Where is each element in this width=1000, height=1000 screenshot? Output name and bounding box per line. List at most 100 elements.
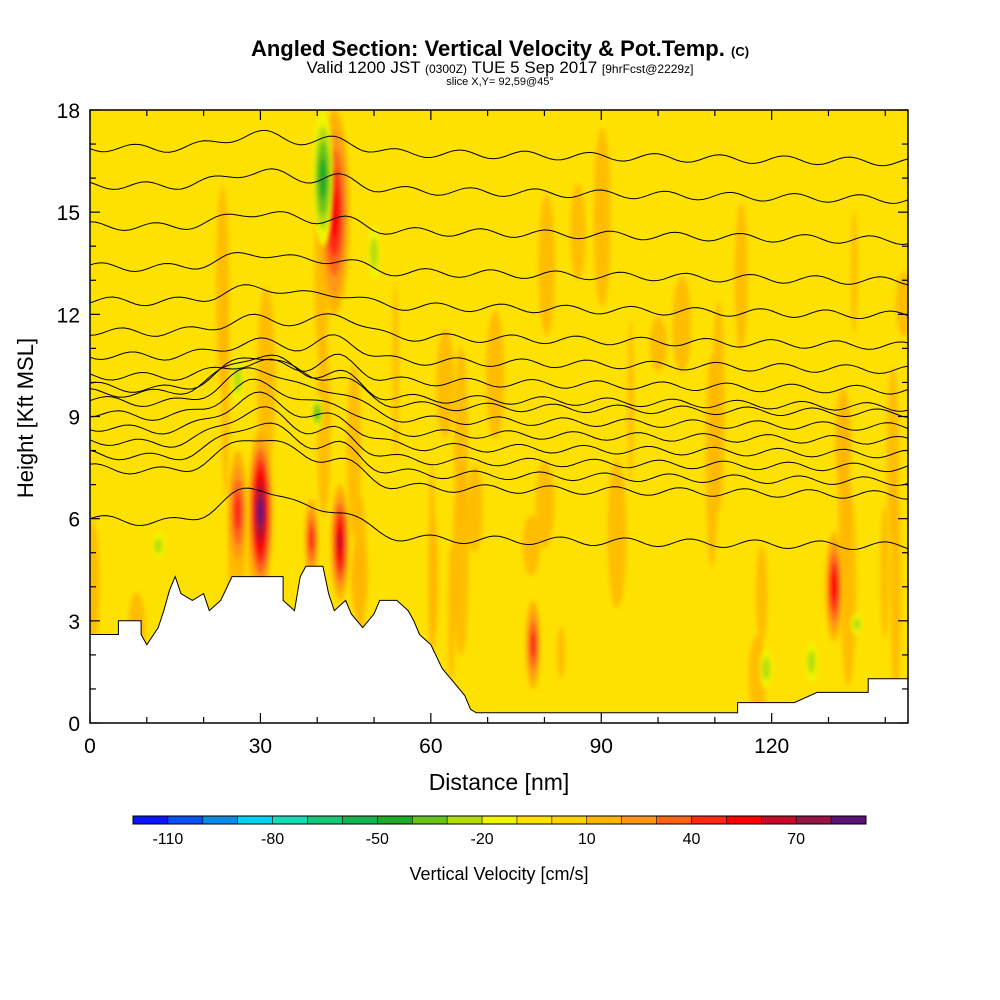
updraft-core-level: [831, 573, 838, 601]
subtitle-date: TUE 5 Sep 2017: [471, 58, 598, 77]
colorbar-swatch: [133, 816, 169, 824]
downdraft-core-level: [154, 538, 162, 554]
weak-updraft-streak: [895, 271, 908, 337]
colorbar-swatch: [342, 816, 378, 824]
weak-updraft-streak: [485, 310, 505, 440]
y-tick-label: 9: [68, 407, 80, 430]
colorbar-frame: [132, 815, 867, 825]
updraft-core: [304, 498, 319, 580]
isentrope-line: [90, 354, 908, 412]
downdraft-core: [850, 614, 863, 635]
isentrope-line: [90, 367, 908, 431]
isentrope-line: [90, 353, 908, 395]
chart-title-unit: (C): [731, 44, 750, 59]
colorbar-swatch: [377, 816, 413, 824]
isentrope-line: [90, 284, 908, 320]
colorbar-swatch: [167, 816, 204, 824]
y-axis-label: Height [Kft MSL]: [13, 338, 38, 498]
terrain: [90, 565, 908, 723]
isentrope-line: [90, 439, 908, 500]
weak-updraft-streak: [535, 461, 555, 548]
colorbar: -110 -80 -50 -20 10 40 70: [132, 815, 867, 848]
subtitle-valid: Valid 1200 JST: [306, 58, 421, 77]
weak-updraft-streak: [316, 336, 331, 518]
isentrope-line: [90, 391, 908, 459]
weak-updraft-streak: [570, 183, 586, 281]
weak-updraft-streak: [346, 364, 362, 538]
colorbar-swatch: [551, 816, 588, 824]
updraft-core-level: [337, 530, 343, 555]
colorbar-swatch: [586, 816, 623, 824]
y-tick-label: 18: [57, 100, 80, 123]
isentrope-line: [90, 334, 908, 375]
colorbar-swatch: [796, 816, 832, 824]
colorbar-swatch: [831, 816, 867, 824]
x-tick-label: 90: [590, 735, 613, 758]
x-tick-label: 60: [419, 735, 442, 758]
colorbar-swatch: [516, 816, 553, 824]
colorbar-swatch: [691, 816, 727, 824]
colorbar-swatch: [447, 816, 483, 824]
weak-updraft-streak: [452, 465, 469, 656]
x-axis-label: Distance [nm]: [429, 769, 570, 795]
x-tick-label: 0: [84, 735, 96, 758]
y-tick-label: 3: [68, 611, 80, 634]
downdraft-core-level: [370, 237, 378, 269]
weak-updraft-streak: [607, 459, 627, 608]
colorbar-tick-label: 40: [683, 831, 701, 848]
weak-updraft-streak: [522, 514, 541, 576]
colorbar-swatch: [726, 816, 762, 824]
downdraft-core: [312, 110, 334, 247]
isentropes: [90, 129, 908, 551]
colorbar-tick-label: -110: [152, 831, 183, 848]
chart-title: Angled Section: Vertical Velocity & Pot.…: [0, 36, 1000, 62]
isentrope-line: [90, 168, 908, 204]
x-tick-label: 120: [754, 735, 789, 758]
updraft-core-level: [308, 526, 315, 552]
colorbar-swatch: [412, 816, 448, 824]
chart-title-text: Angled Section: Vertical Velocity & Pot.…: [250, 36, 725, 61]
downdraft-core-level: [314, 406, 321, 420]
weak-updraft-streak: [557, 626, 566, 679]
colorbar-tick-label: -20: [470, 831, 493, 848]
colorbar-swatch: [621, 816, 658, 824]
subtitle-utc: (0300Z): [425, 62, 468, 76]
downdraft-core: [311, 396, 324, 431]
colorbar-swatch: [202, 816, 239, 824]
isentrope-line: [90, 357, 908, 418]
weak-updraft-streak: [851, 209, 858, 335]
downdraft-core: [759, 648, 772, 689]
isentrope-line: [90, 211, 908, 246]
downdraft-core: [152, 532, 165, 560]
isentrope-line: [90, 313, 908, 350]
isentrope-line: [90, 487, 908, 551]
colorbar-swatch: [761, 816, 797, 824]
weak-updraft-streak: [755, 545, 768, 643]
weak-updraft-streak: [392, 282, 399, 459]
updraft-core: [825, 532, 843, 642]
weak-updraft-streak: [466, 465, 483, 553]
weak-updraft-streak: [627, 320, 634, 482]
isentrope-line: [90, 422, 908, 487]
weak-updraft-streak: [880, 505, 889, 640]
y-tick-label: 12: [57, 304, 80, 327]
colorbar-label: Vertical Velocity [cm/s]: [409, 864, 588, 884]
weak-updraft-streak: [436, 328, 454, 439]
weak-updraft-streak: [90, 518, 100, 650]
colorbar-tick-label: 10: [578, 831, 596, 848]
weak-updraft-streak: [649, 317, 667, 372]
updraft-core: [525, 600, 541, 689]
downdraft-core: [805, 641, 818, 683]
slice-label: slice X,Y= 92,59@45°: [446, 76, 554, 88]
isentrope-line: [90, 378, 908, 445]
weak-updraft-streak: [840, 482, 857, 687]
colorbar-swatch: [482, 816, 518, 824]
weak-updraft-streak: [353, 496, 367, 633]
axes: 0 30 60 90 120 0 3 6 9 12 15 18: [57, 100, 908, 758]
colorbar-swatch: [307, 816, 343, 824]
updraft-core: [228, 450, 248, 574]
weak-updraft-streak: [428, 463, 436, 681]
field-weak-streaks: [90, 127, 908, 716]
isentrope-line: [90, 129, 908, 167]
